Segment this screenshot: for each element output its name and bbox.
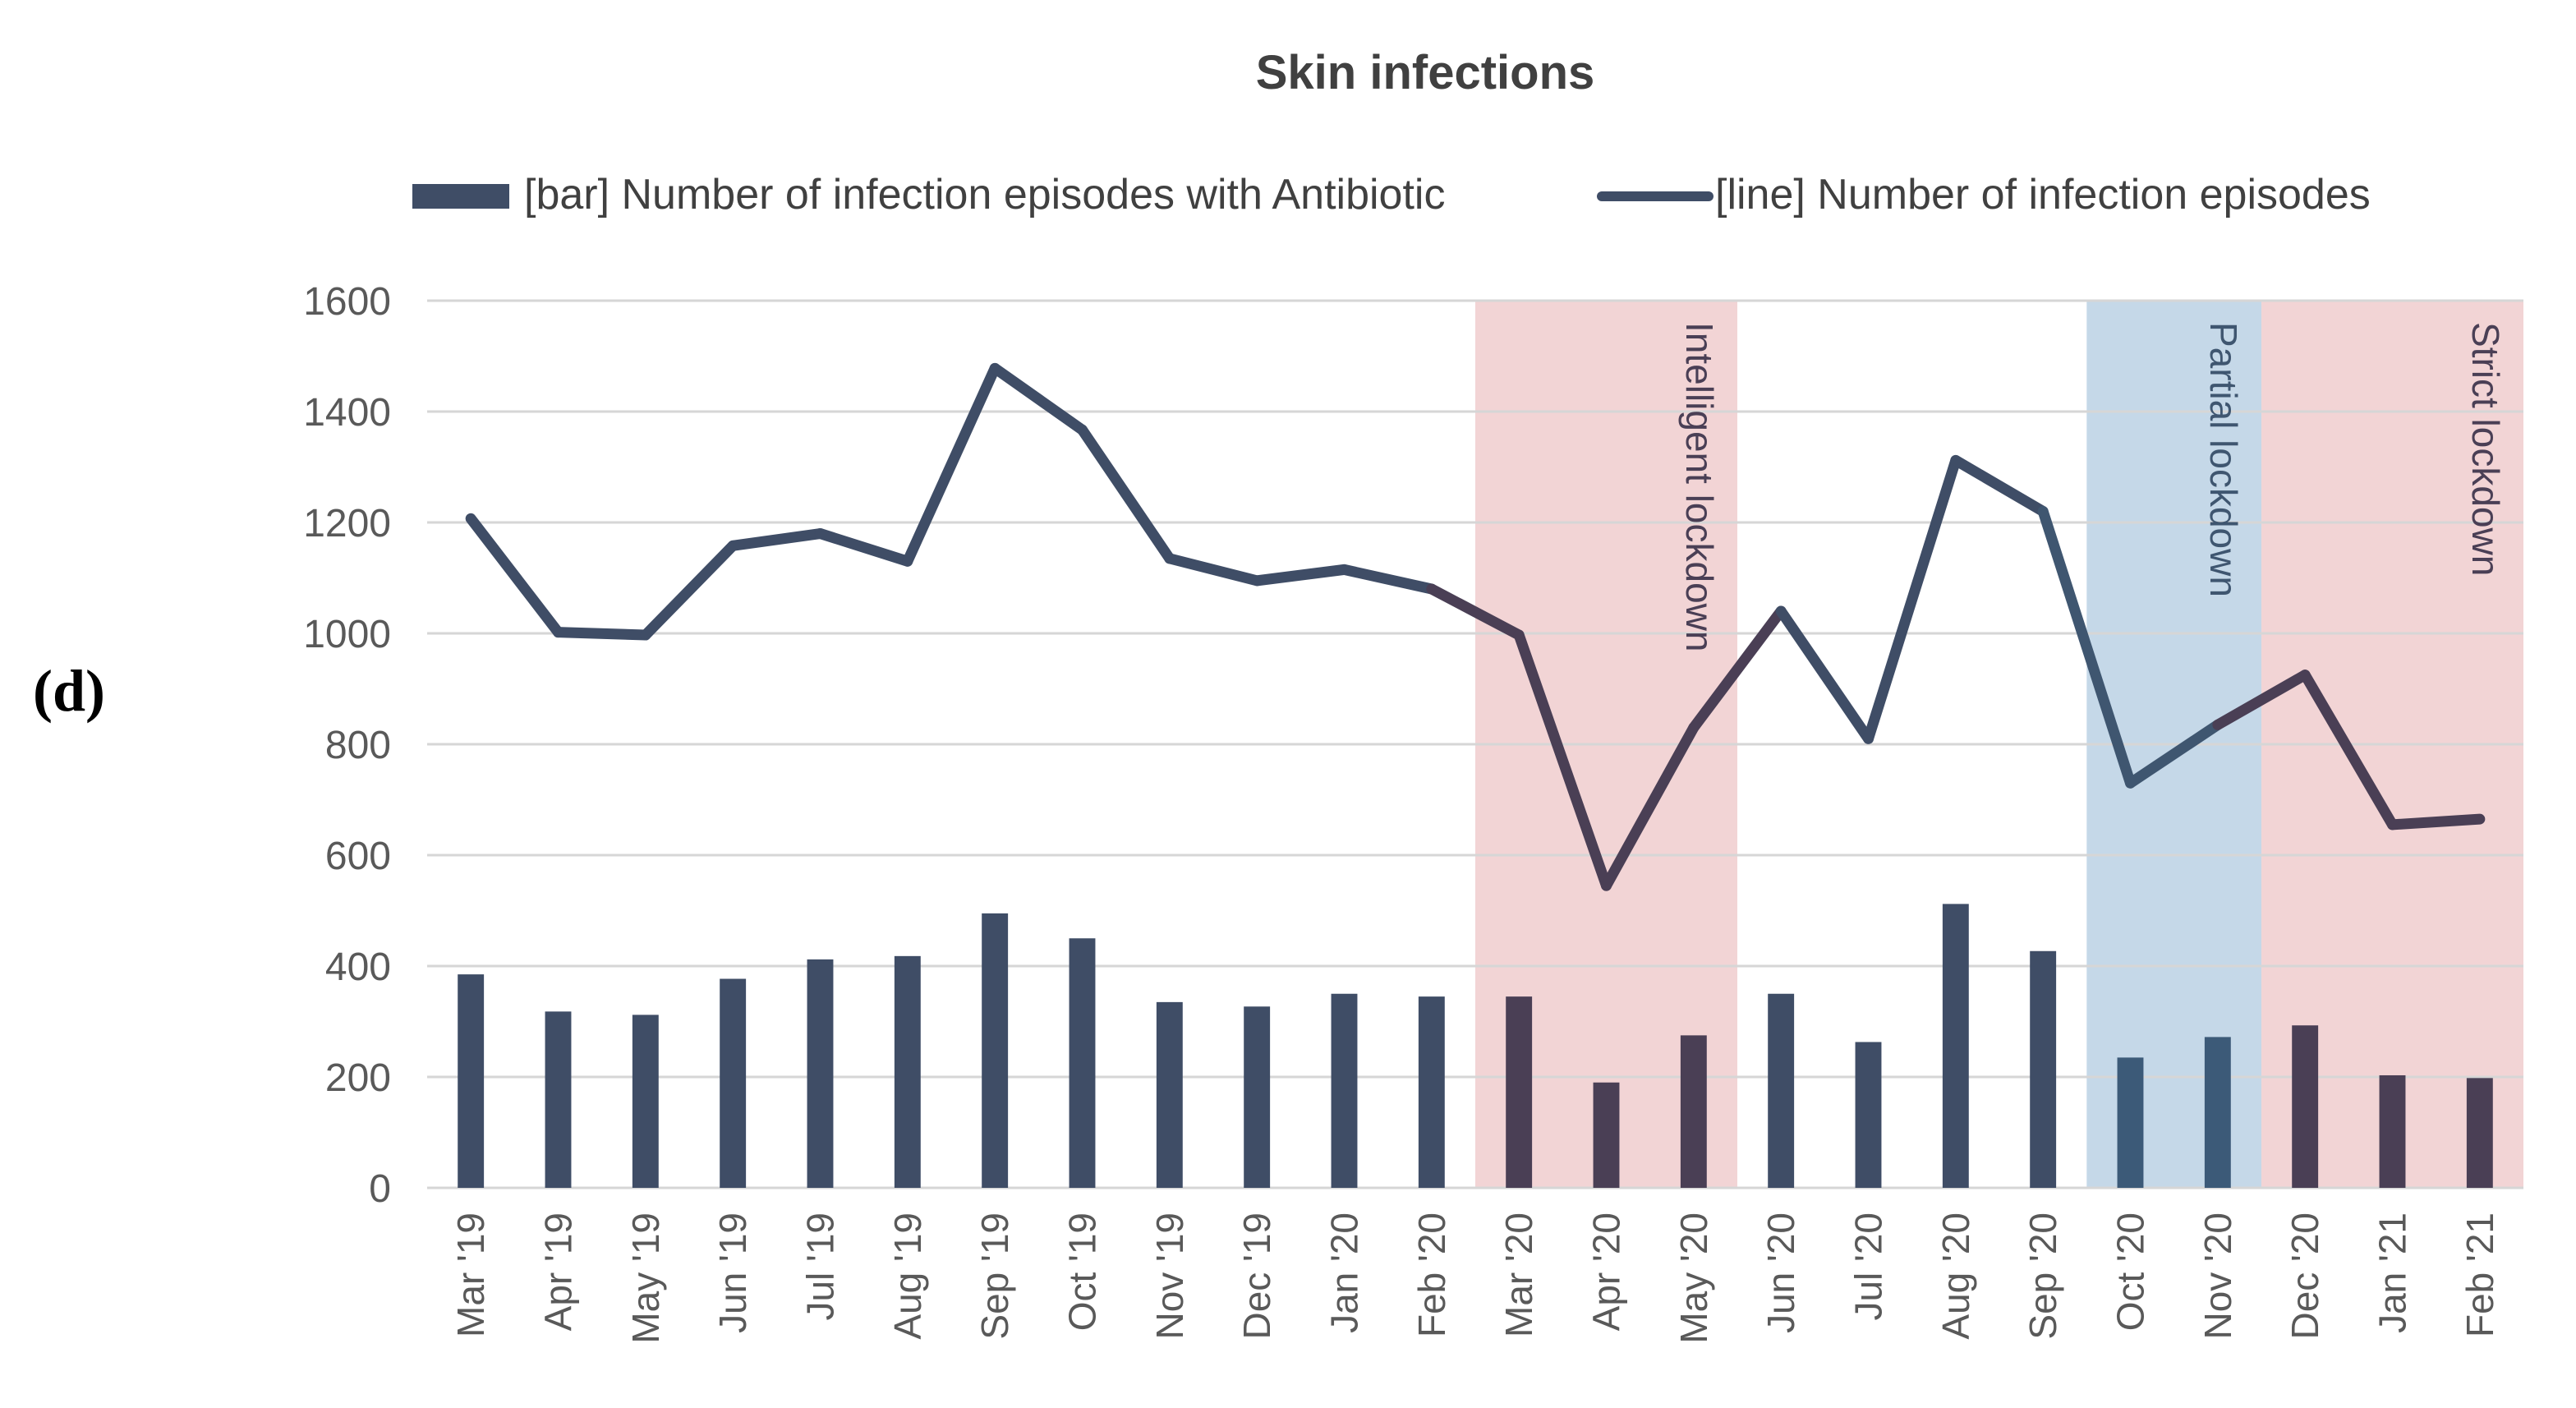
bar	[632, 1015, 659, 1188]
y-tick-label: 200	[325, 1056, 391, 1100]
line-segment	[1251, 564, 1350, 587]
grid-lines	[427, 299, 2523, 1189]
x-tick-label: Dec '20	[2284, 1212, 2326, 1340]
x-tick-label: Nov '20	[2196, 1212, 2239, 1340]
y-tick-label: 800	[325, 724, 391, 767]
lockdown-label-strict: Strict lockdown	[2464, 322, 2507, 576]
x-tick-label: Nov '19	[1148, 1212, 1191, 1340]
legend-line-label: [line] Number of infection episodes	[1715, 171, 2371, 219]
y-axis-ticks: 0 200 400 600 800 1000 1200 1400 1600	[303, 280, 391, 1211]
bar	[2466, 1078, 2493, 1188]
line-segment	[465, 513, 564, 638]
bar	[720, 978, 747, 1188]
x-tick-label: Sep '20	[2022, 1212, 2064, 1340]
x-tick-label: Jul '20	[1847, 1212, 1890, 1321]
line-segment	[1950, 454, 2049, 517]
line-segment	[640, 540, 738, 641]
line-segment	[1164, 553, 1263, 587]
legend-bar-label: [bar] Number of infection episodes with …	[524, 171, 1445, 219]
x-tick-label: Feb '20	[1410, 1212, 1453, 1337]
line-segment	[1601, 722, 1700, 891]
x-axis-ticks: Mar '19 Apr '19 May '19 Jun '19 Jul '19 Aug '…	[449, 1212, 2501, 1344]
x-tick-label: Aug '20	[1934, 1212, 1977, 1340]
bar	[1855, 1042, 1882, 1188]
legend: [bar] Number of infection episodes with …	[412, 171, 2371, 219]
lockdown-labels: Intelligent lockdown Partial lockdown Stri…	[1678, 322, 2507, 651]
y-tick-label: 1000	[303, 613, 391, 656]
bar	[545, 1011, 572, 1188]
bar	[894, 955, 921, 1188]
y-tick-label: 0	[369, 1167, 391, 1211]
line-segment	[1863, 454, 1962, 744]
y-tick-label: 1600	[303, 280, 391, 324]
bar	[982, 913, 1009, 1188]
bar	[2030, 950, 2057, 1188]
x-tick-label: Oct '19	[1061, 1212, 1104, 1331]
line-segment	[1426, 583, 1525, 641]
y-tick-label: 1400	[303, 391, 391, 435]
x-tick-label: Apr '19	[537, 1212, 580, 1331]
x-tick-label: Aug '19	[886, 1212, 929, 1340]
line-series	[465, 362, 2486, 891]
line-segment	[553, 627, 651, 641]
bar	[2204, 1037, 2231, 1188]
lockdown-label-intelligent: Intelligent lockdown	[1678, 322, 1721, 651]
x-tick-label: Apr '20	[1585, 1212, 1628, 1331]
x-tick-label: Mar '20	[1497, 1212, 1540, 1337]
y-tick-label: 600	[325, 835, 391, 878]
line-segment	[902, 362, 1000, 567]
line-segment	[815, 528, 913, 567]
line-segment	[727, 528, 826, 551]
bar	[1593, 1082, 1620, 1188]
line-segment	[1339, 564, 1438, 595]
line-segment	[2125, 719, 2224, 789]
bar	[458, 974, 485, 1188]
bar	[2379, 1074, 2406, 1188]
x-tick-label: Dec '19	[1235, 1212, 1278, 1340]
x-tick-label: Jan '21	[2371, 1212, 2414, 1333]
line-segment	[1513, 629, 1612, 891]
bar	[1156, 1001, 1183, 1188]
bar	[1069, 938, 1096, 1188]
x-tick-label: Mar '19	[449, 1212, 492, 1337]
line-segment	[989, 362, 1088, 435]
line-segment	[2387, 813, 2486, 831]
line-segment	[1775, 605, 1874, 744]
line-segment	[1077, 424, 1175, 564]
chart-title: Skin infections	[1256, 46, 1595, 99]
bar	[1244, 1006, 1271, 1188]
x-tick-label: May '19	[624, 1212, 667, 1344]
bar	[2292, 1025, 2319, 1188]
y-tick-label: 400	[325, 946, 391, 989]
bar	[1768, 993, 1795, 1188]
x-tick-label: Oct '20	[2109, 1212, 2152, 1331]
line-segment	[1688, 605, 1787, 734]
x-tick-label: Jul '19	[799, 1212, 842, 1321]
bar	[1942, 904, 1969, 1188]
bar	[1680, 1035, 1707, 1188]
line-segment	[2299, 669, 2398, 831]
bar	[1331, 993, 1358, 1188]
panel-label: (d)	[33, 658, 105, 724]
y-tick-label: 1200	[303, 502, 391, 545]
bar-series	[458, 904, 2493, 1188]
x-tick-label: Jun '19	[711, 1212, 754, 1333]
bar	[1506, 996, 1533, 1188]
x-tick-label: Sep '19	[973, 1212, 1016, 1340]
lockdown-label-partial: Partial lockdown	[2202, 322, 2245, 597]
bar	[807, 959, 834, 1188]
line-segment	[2037, 506, 2136, 789]
x-tick-label: Jan '20	[1323, 1212, 1366, 1333]
line-segment	[2212, 669, 2311, 730]
x-tick-label: May '20	[1672, 1212, 1715, 1344]
bar	[2117, 1057, 2144, 1188]
legend-bar-swatch	[412, 184, 509, 209]
bar	[1418, 996, 1445, 1188]
x-tick-label: Feb '21	[2459, 1212, 2501, 1337]
x-tick-label: Jun '20	[1760, 1212, 1802, 1333]
